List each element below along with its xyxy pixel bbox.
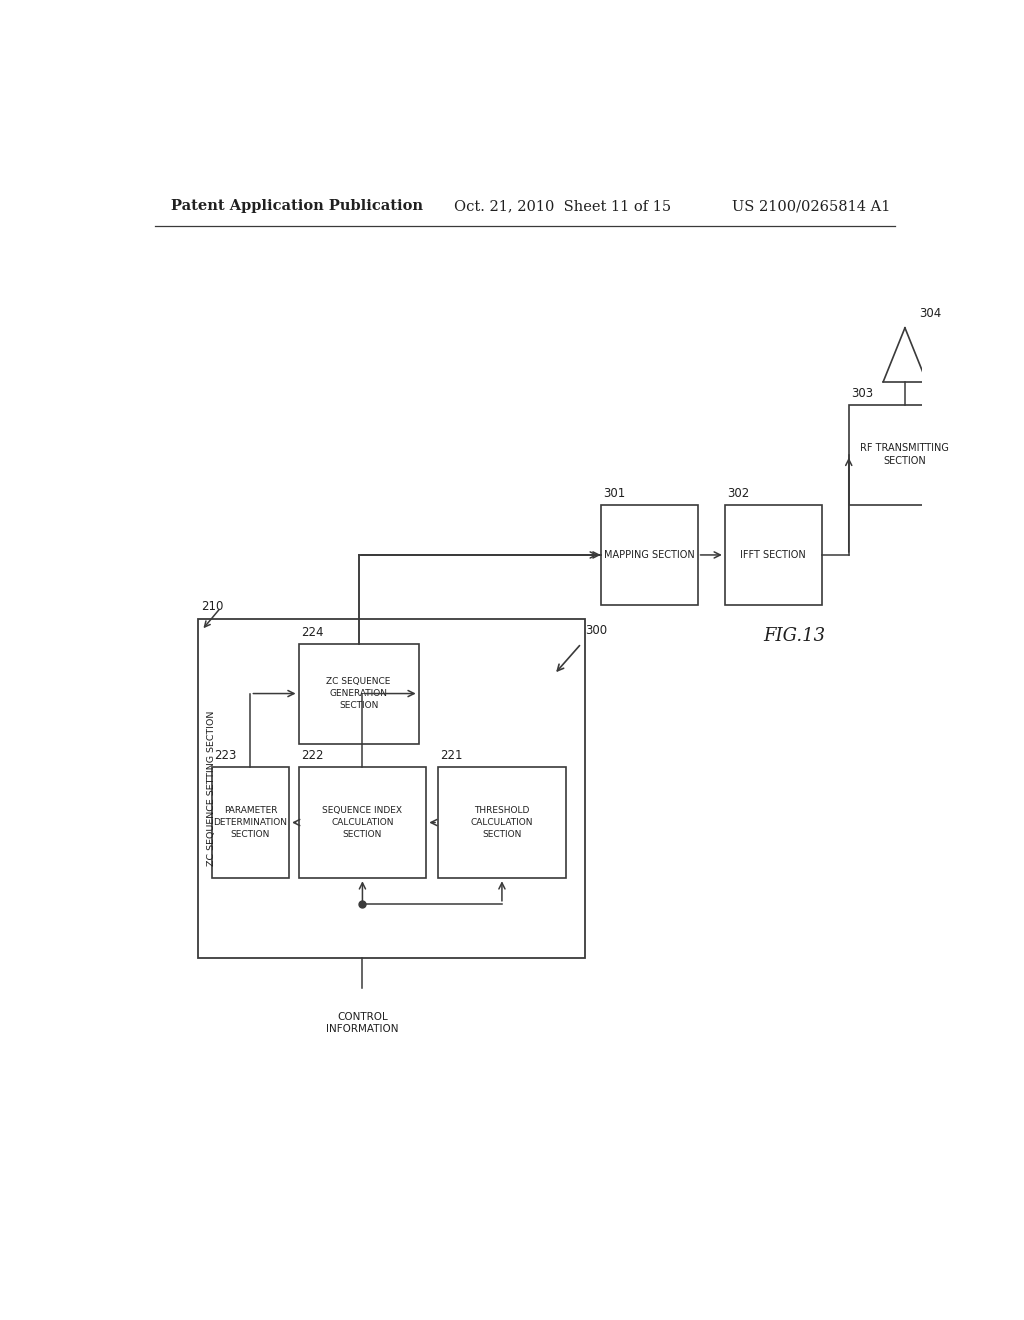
Text: IFFT SECTION: IFFT SECTION bbox=[740, 550, 806, 560]
Text: Patent Application Publication: Patent Application Publication bbox=[171, 199, 423, 213]
Bar bbox=[601, 506, 697, 605]
Text: 302: 302 bbox=[727, 487, 750, 500]
Text: ZC SEQUENCE
GENERATION
SECTION: ZC SEQUENCE GENERATION SECTION bbox=[327, 677, 391, 710]
Text: Oct. 21, 2010  Sheet 11 of 15: Oct. 21, 2010 Sheet 11 of 15 bbox=[454, 199, 671, 213]
Text: 224: 224 bbox=[301, 626, 324, 639]
Bar bbox=[725, 506, 821, 605]
Text: CONTROL
INFORMATION: CONTROL INFORMATION bbox=[327, 1012, 398, 1034]
Text: 222: 222 bbox=[301, 748, 324, 762]
Bar bbox=[849, 405, 962, 506]
Bar bbox=[299, 767, 426, 878]
Text: 304: 304 bbox=[919, 308, 941, 321]
Text: PARAMETER
DETERMINATION
SECTION: PARAMETER DETERMINATION SECTION bbox=[213, 807, 288, 838]
Text: MAPPING SECTION: MAPPING SECTION bbox=[604, 550, 694, 560]
Text: RF TRANSMITTING
SECTION: RF TRANSMITTING SECTION bbox=[860, 444, 949, 466]
Text: 221: 221 bbox=[440, 748, 463, 762]
Text: SEQUENCE INDEX
CALCULATION
SECTION: SEQUENCE INDEX CALCULATION SECTION bbox=[323, 807, 402, 838]
Bar bbox=[299, 644, 419, 743]
Bar bbox=[212, 767, 289, 878]
Text: FIG.13: FIG.13 bbox=[764, 627, 825, 644]
Text: 300: 300 bbox=[586, 624, 607, 638]
Text: US 2100/0265814 A1: US 2100/0265814 A1 bbox=[732, 199, 891, 213]
Text: 303: 303 bbox=[851, 387, 873, 400]
Text: 223: 223 bbox=[214, 748, 237, 762]
Text: ZC SEQUENCE SETTING SECTION: ZC SEQUENCE SETTING SECTION bbox=[207, 710, 216, 866]
Text: 210: 210 bbox=[202, 599, 224, 612]
Bar bbox=[198, 619, 586, 958]
Bar bbox=[438, 767, 566, 878]
Text: THRESHOLD
CALCULATION
SECTION: THRESHOLD CALCULATION SECTION bbox=[471, 807, 534, 838]
Text: 301: 301 bbox=[603, 487, 626, 500]
